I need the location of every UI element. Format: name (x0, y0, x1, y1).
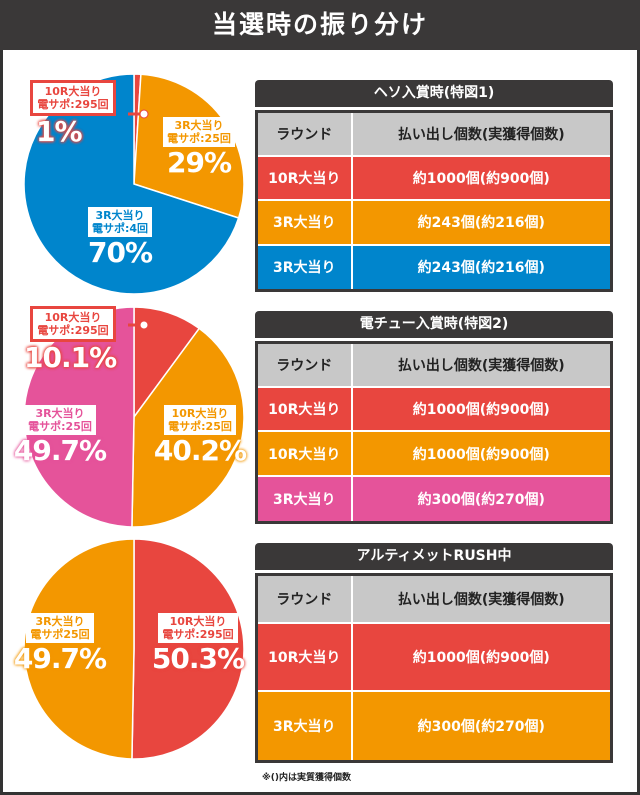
cell-payout: 約1000個(約900個) (350, 154, 613, 202)
header-round: ラウンド (255, 573, 353, 624)
slice-label-sub: 電サポ:25回 (167, 132, 231, 145)
cell-round: 3R大当り (255, 243, 353, 292)
table-row: 3R大当り 約243個(約216個) (255, 199, 613, 246)
slice-percent: 40.2% (153, 434, 247, 467)
footnote: ※()内は実質獲得個数 (262, 773, 351, 783)
slice-label-title: 3R大当り (174, 119, 224, 132)
table-row: 10R大当り 約1000個(約900個) (255, 621, 613, 693)
table-row: 3R大当り 約243個(約216個) (255, 243, 613, 292)
table-row: 3R大当り 約300個(約270個) (255, 690, 613, 763)
slice-label-title: 3R大当り (95, 209, 145, 222)
slice-label-sub: 電サポ:25回 (28, 420, 92, 433)
page-title: 当選時の振り分け (0, 0, 640, 50)
slice-label: 10R大当り 電サポ:295回 50.3% (148, 613, 248, 675)
slice-percent: 1% (36, 115, 83, 148)
slice-label-title: 10R大当り (44, 311, 102, 324)
slice-label-sub: 電サポ:25回 (168, 420, 232, 433)
slice-percent: 70% (87, 236, 153, 269)
slice-percent: 29% (166, 146, 232, 179)
header-round: ラウンド (255, 110, 353, 157)
table-row: 10R大当り 約1000個(約900個) (255, 385, 613, 433)
cell-round: 3R大当り (255, 199, 353, 246)
cell-payout: 約300個(約270個) (350, 690, 613, 763)
slice-label: 10R大当り 電サポ:25回 40.2% (150, 405, 250, 467)
cell-round: 3R大当り (255, 690, 353, 763)
slice-label: 3R大当り 電サポ:25回 29% (158, 117, 240, 179)
pie-chart-rush (23, 538, 245, 760)
slice-label-sub: 電サポ:295回 (162, 628, 234, 641)
header-payout: 払い出し個数(実獲得個数) (350, 573, 613, 624)
cell-round: 10R大当り (255, 430, 353, 478)
cell-payout: 約1000個(約900個) (350, 385, 613, 433)
payout-table-heso: ラウンド 払い出し個数(実獲得個数) 10R大当り 約1000個(約900個) 3R… (255, 110, 613, 292)
slice-label: 3R大当り 電サポ:4回 70% (75, 207, 165, 269)
cell-payout: 約243個(約216個) (350, 243, 613, 292)
cell-payout: 約1000個(約900個) (350, 621, 613, 693)
header-round: ラウンド (255, 341, 353, 388)
slice-label: 10R大当り 電サポ:295回 1% (18, 80, 128, 148)
leader-dot (139, 320, 149, 330)
payout-table-denchu: ラウンド 払い出し個数(実獲得個数) 10R大当り 約1000個(約900個) 10… (255, 341, 613, 524)
slice-label-sub: 電サポ:4回 (91, 222, 149, 235)
cell-round: 10R大当り (255, 154, 353, 202)
table-title-denchu: 電チュー入賞時(特図2) (255, 311, 613, 338)
slice-label-sub: 電サポ:295回 (37, 98, 109, 111)
slice-label-sub: 電サポ25回 (30, 628, 90, 641)
slice-percent: 50.3% (151, 642, 245, 675)
cell-round: 10R大当り (255, 385, 353, 433)
header-payout: 払い出し個数(実獲得個数) (350, 341, 613, 388)
slice-label-title: 10R大当り (171, 407, 229, 420)
table-row: 3R大当り 約300個(約270個) (255, 475, 613, 524)
slice-percent: 49.7% (13, 434, 107, 467)
slice-label: 3R大当り 電サポ:25回 49.7% (10, 405, 110, 467)
slice-label-sub: 電サポ:295回 (37, 324, 109, 337)
cell-payout: 約1000個(約900個) (350, 430, 613, 478)
slice-label-title: 10R大当り (169, 615, 227, 628)
header-payout: 払い出し個数(実獲得個数) (350, 110, 613, 157)
pie-slice (23, 538, 135, 760)
cell-payout: 約300個(約270個) (350, 475, 613, 524)
payout-table-rush: ラウンド 払い出し個数(実獲得個数) 10R大当り 約1000個(約900個) 3R… (255, 573, 613, 763)
pie-slice (131, 538, 245, 760)
cell-round: 3R大当り (255, 475, 353, 524)
slice-label-title: 3R大当り (35, 407, 85, 420)
table-title-rush: アルティメットRUSH中 (255, 543, 613, 570)
table-row: 10R大当り 約1000個(約900個) (255, 154, 613, 202)
slice-label: 10R大当り 電サポ:295回 10.1% (18, 306, 128, 374)
leader-dot (139, 109, 149, 119)
table-title-heso: ヘソ入賞時(特図1) (255, 80, 613, 107)
slice-label-title: 3R大当り (35, 615, 85, 628)
slice-label-title: 10R大当り (44, 85, 102, 98)
slice-label: 3R大当り 電サポ25回 49.7% (10, 613, 110, 675)
cell-payout: 約243個(約216個) (350, 199, 613, 246)
slice-percent: 49.7% (13, 642, 107, 675)
cell-round: 10R大当り (255, 621, 353, 693)
table-row: 10R大当り 約1000個(約900個) (255, 430, 613, 478)
slice-percent: 10.1% (24, 341, 117, 374)
